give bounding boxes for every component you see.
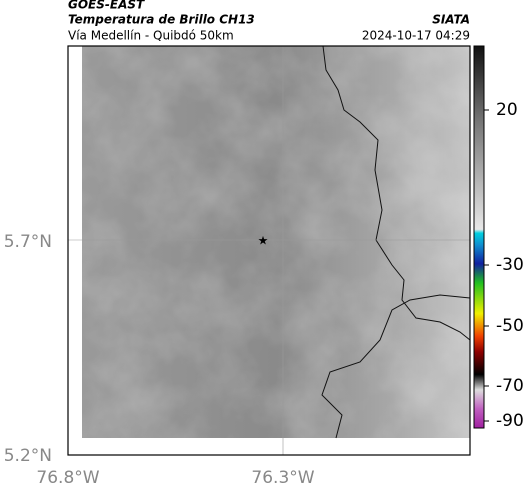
lon-label: 76.3°W bbox=[251, 468, 314, 488]
boundary bbox=[321, 45, 471, 439]
colorbar-label: -70 bbox=[496, 376, 524, 396]
location-star: ★ bbox=[258, 234, 269, 248]
subtitle: Vía Medellín - Quibdó 50km bbox=[68, 29, 234, 43]
map-frame bbox=[67, 45, 471, 456]
lat-label: 5.2°N bbox=[4, 446, 52, 466]
lon-label: 76.8°W bbox=[36, 468, 99, 488]
colorbar-label: -90 bbox=[496, 411, 524, 431]
colorbar-label: 20 bbox=[496, 100, 518, 120]
colorbar-label: -50 bbox=[496, 316, 524, 336]
lat-label: 5.7°N bbox=[4, 232, 52, 252]
datetime: 2024-10-17 04:29 bbox=[362, 29, 470, 43]
colorbar bbox=[473, 45, 485, 429]
colorbar-label: -30 bbox=[496, 255, 524, 275]
organization: SIATA bbox=[432, 13, 470, 27]
satellite-image bbox=[82, 46, 470, 438]
title: Temperatura de Brillo CH13 bbox=[68, 13, 255, 27]
source: GOES-EAST bbox=[68, 0, 145, 12]
